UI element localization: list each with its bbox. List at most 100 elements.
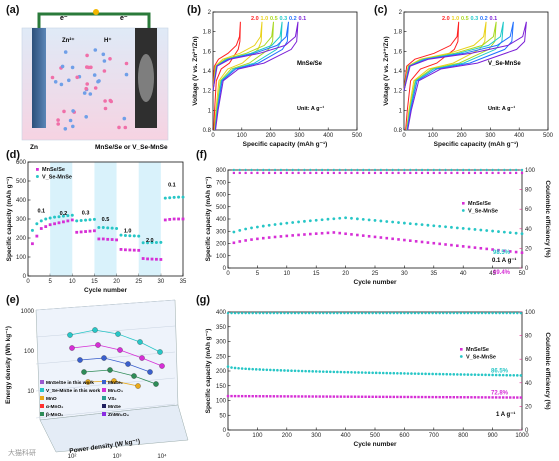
y-tick-label: 0.8 [394,128,403,134]
point-vse-mnse [357,371,360,374]
point-mnse-se [244,394,247,398]
point-mnse-se [485,247,489,251]
point-mnse-se [378,395,381,399]
point-vse-mnse [247,367,251,371]
legend-entry: MnSe/Se in this work [46,380,94,386]
point-mnse-se [279,395,283,398]
point-vse-mnse [487,373,491,377]
point-mnse-se [456,396,459,399]
point-vse-mnse [276,368,279,372]
ce-point [276,311,279,315]
point-mnse-se [128,248,132,252]
legend-entry: V_Se-MnSe in this work [46,388,100,394]
ce-point [374,311,378,315]
proton-dot [68,118,73,123]
point-mnse-se [119,248,123,251]
unit-note: Unit: A g⁻¹ [488,105,515,112]
point-vse-mnse [233,366,237,370]
x-tick-label: 0 [211,133,215,139]
ce-point [505,311,508,315]
point-vse-mnse [467,227,471,231]
ce-point [445,311,448,315]
ragone-point [101,355,107,361]
point-mnse-se [479,246,483,250]
legend-entry: MnSe₂ [108,380,123,386]
x-tick-label: 40 [460,271,467,277]
point-vse-mnse [154,241,158,245]
point-vse-mnse [508,373,512,377]
point-mnse-se [438,395,441,399]
y-axis-title: Specific capacity (mAh g⁻¹) [205,177,212,262]
proton-label: H⁺ [104,37,112,44]
point-vse-mnse [35,222,39,226]
ce-mnse-se [297,171,300,175]
point-mnse-se [53,222,56,226]
point-vse-mnse [318,370,322,373]
point-mnse-se [250,238,253,241]
ce-point [420,311,424,315]
point-mnse-se [360,395,364,398]
ce-point [396,311,399,315]
point-vse-mnse [350,371,353,374]
ce-point [353,311,357,315]
x-tick-label: 0 [226,433,230,439]
ce-point [427,311,431,315]
proton-dot [102,59,107,63]
watermark: 大猫科研 [8,448,36,457]
retention-vse: 86.5% [491,368,509,374]
ce-point [431,311,434,315]
point-mnse-se [350,233,353,236]
ce-point [336,311,339,315]
x-tick-label: 1000 [515,433,529,439]
y2-tick-label: 40 [525,227,532,233]
point-mnse-se [267,236,271,239]
ce-point [392,311,396,315]
proton-dot [63,50,68,54]
ce-mnse-se [344,171,347,175]
point-mnse-se [159,258,163,261]
point-vse-mnse [399,372,403,375]
point-vse-mnse [445,372,449,376]
zn-ion-dot [62,109,66,114]
point-vse-mnse [364,371,367,374]
point-mnse-se [314,232,318,235]
bulb-icon [93,9,99,15]
point-vse-mnse [438,372,441,376]
zn-ion-dot [56,118,60,122]
point-vse-mnse [119,233,123,237]
zn-anode [32,28,46,128]
point-vse-mnse [307,369,311,373]
proton-dot [97,79,101,83]
rate-label: 0.1 [168,183,176,189]
point-mnse-se [155,257,158,261]
ce-vse-mnse [514,168,518,172]
point-mnse-se [97,237,101,241]
zn-ion-dot [85,82,89,86]
ce-vse-mnse [491,168,494,172]
point-mnse-se [297,233,300,237]
point-vse-mnse [455,226,459,230]
ce-point [459,311,463,315]
ce-point [417,311,420,315]
point-mnse-se [389,395,392,399]
point-vse-mnse [438,224,442,228]
point-vse-mnse [344,216,347,220]
point-mnse-se [132,248,136,252]
point-mnse-se [357,395,360,398]
point-mnse-se [414,240,418,243]
point-mnse-se [450,243,453,247]
legend-entry: β-MnO₂ [46,412,63,418]
point-vse-mnse [403,221,406,225]
ce-point [247,311,251,315]
point-vse-mnse [392,371,396,375]
point-mnse-se [88,229,92,233]
y-tick-label: 1.4 [394,69,403,75]
ce-mnse-se [250,171,253,175]
point-mnse-se [463,396,466,399]
y-tick-label: 1.4 [203,69,212,75]
ce-point [466,311,470,315]
point-mnse-se [304,395,307,398]
point-vse-mnse [427,372,431,376]
ce-mnse-se [456,171,459,175]
